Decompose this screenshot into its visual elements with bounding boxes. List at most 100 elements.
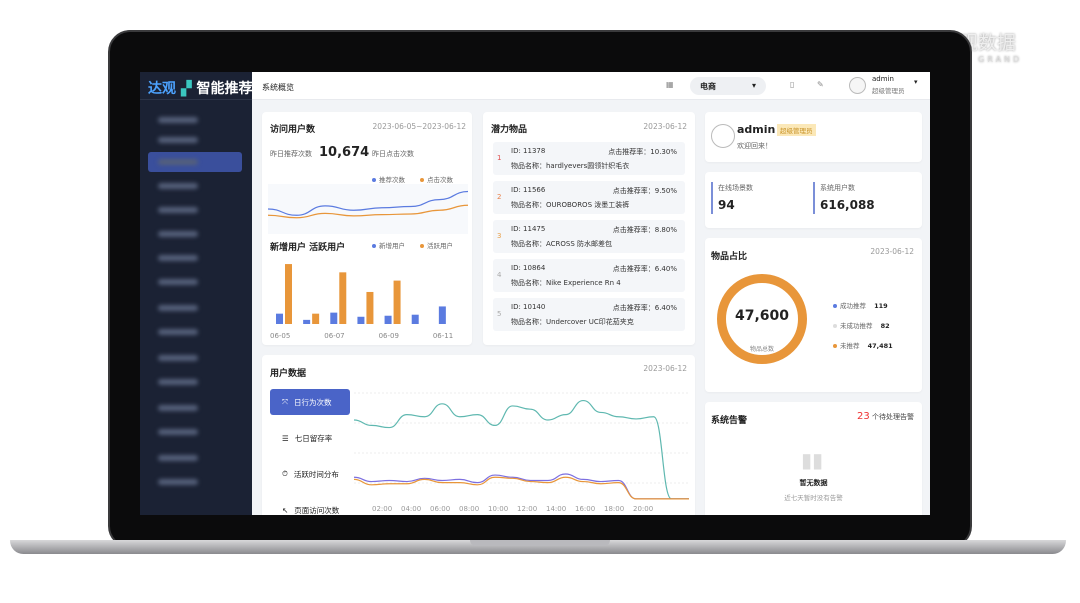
avatar[interactable] <box>849 77 866 94</box>
bar-active-06-09 <box>393 280 401 324</box>
bar-new-06-06 <box>303 319 311 324</box>
x-tick-label: 16:00 <box>575 505 595 513</box>
tab-4[interactable]: ↖ 页面访问次数 <box>282 505 340 515</box>
sidebar-item[interactable] <box>148 448 242 468</box>
users-title: 新增用户 活跃用户 <box>270 243 346 253</box>
potential-item[interactable]: 2 ID: 11566 点击推荐率：9.50% 物品名称：OUROBOROS 泼… <box>493 181 685 214</box>
empty-data-icon: ▮▮ <box>801 448 824 472</box>
sidebar-item[interactable] <box>148 348 242 368</box>
potential-item[interactable]: 5 ID: 10140 点击推荐率：6.40% 物品名称：Undercover … <box>493 298 685 331</box>
ratio-legend-item: 未推荐 47,481 <box>833 340 893 350</box>
sidebar-item[interactable] <box>148 130 242 150</box>
series-line-1 <box>354 399 689 500</box>
tab-3[interactable]: ⏱ 活跃时间分布 <box>282 469 339 479</box>
item-rate: 点击推荐率：10.30% <box>608 148 677 156</box>
rec-label: 昨日推荐次数 <box>270 150 312 158</box>
bar-active-06-06 <box>312 313 320 324</box>
sidebar-item[interactable] <box>148 200 242 220</box>
item-name: 物品名称：hardlyevers圆领针织毛衣 <box>511 162 630 170</box>
bar-new-06-05 <box>276 313 283 324</box>
rank: 3 <box>497 232 502 240</box>
profile-name: admin <box>737 123 776 136</box>
item-rate: 点击推荐率：6.40% <box>612 265 677 273</box>
potential-item[interactable]: 1 ID: 11378 点击推荐率：10.30% 物品名称：hardlyever… <box>493 142 685 175</box>
click-label: 昨日点击次数 <box>372 150 414 158</box>
rank: 2 <box>497 193 502 201</box>
alert-count[interactable]: 23 个待处理告警 <box>857 411 914 422</box>
laptop-notch <box>470 540 610 546</box>
item-id: ID: 10140 <box>511 303 546 311</box>
date: 2023-06-12 <box>870 247 914 256</box>
sidebar-item[interactable] <box>148 472 242 492</box>
sidebar-item[interactable] <box>148 422 242 442</box>
behavior-icon: ⤧ <box>282 397 288 406</box>
x-tick-label: 06:00 <box>430 505 450 513</box>
rec-value: 10,674 <box>319 145 370 160</box>
x-tick-label: 14:00 <box>546 505 566 513</box>
item-name: 物品名称：Nike Experience Rn 4 <box>511 279 621 287</box>
x-tick-label: 10:00 <box>488 505 508 513</box>
item-rate: 点击推荐率：6.40% <box>612 304 677 312</box>
grid-icon[interactable]: ▦ <box>666 80 674 89</box>
series-line-3 <box>354 476 689 500</box>
avatar <box>711 124 735 148</box>
legend-new: 新增用户 <box>372 240 405 250</box>
sidebar-item[interactable] <box>148 372 242 392</box>
x-tick-label: 04:00 <box>401 505 421 513</box>
donut-chart <box>717 274 807 364</box>
bar-active-06-05 <box>285 264 292 324</box>
bar-active-06-07 <box>339 272 347 324</box>
potential-items-card: 潜力物品 2023-06-12 1 ID: 11378 点击推荐率：10.30%… <box>483 112 695 345</box>
sidebar-item <box>148 322 242 342</box>
item-rate: 点击推荐率：8.80% <box>612 226 677 234</box>
sidebar-item[interactable] <box>148 272 242 292</box>
scene-select[interactable]: 电商 ▾ <box>690 77 766 95</box>
visits-line-chart <box>268 184 468 234</box>
tab-1[interactable]: ⤧ 日行为次数 <box>270 389 350 415</box>
timer-icon: ⏱ <box>282 469 288 478</box>
bar-new-06-08 <box>357 316 365 324</box>
x-tick-label: 06-05 <box>270 332 290 340</box>
tab-2[interactable]: ☰ 七日留存率 <box>282 433 333 443</box>
potential-item[interactable]: 3 ID: 11475 点击推荐率：8.80% 物品名称：ACROSS 防水邮差… <box>493 220 685 253</box>
welcome-text: 欢迎回来！ <box>737 142 772 150</box>
pen-icon[interactable]: ✎ <box>817 80 824 89</box>
users-value: 616,088 <box>820 198 875 212</box>
online-label: 在线场景数 <box>718 184 753 192</box>
users-bar-chart: 06-05 06-07 06-09 06-11 <box>270 264 453 340</box>
ratio-legend-item: 未成功推荐 82 <box>833 320 890 330</box>
sidebar-item[interactable] <box>148 248 242 268</box>
legend-rec: 推荐次数 <box>372 174 405 184</box>
empty-subtext: 近七天暂时没有告警 <box>784 494 843 502</box>
date: 2023-06-12 <box>643 364 687 373</box>
series-line-2 <box>354 473 689 500</box>
card-title: 访问用户数 <box>270 125 316 135</box>
sidebar-item[interactable] <box>148 224 242 244</box>
item-id: ID: 10864 <box>511 264 546 272</box>
retention-icon: ☰ <box>282 433 289 443</box>
card-title: 用户数据 <box>270 369 307 379</box>
document-icon[interactable]: ▯ <box>790 80 795 89</box>
bar-new-06-11 <box>438 306 446 324</box>
item-name: 物品名称：OUROBOROS 泼墨工装裤 <box>511 201 630 209</box>
profile-card: admin 超级管理员 欢迎回来！ <box>705 112 922 162</box>
date-range: 2023-06-05~2023-06-12 <box>372 122 466 131</box>
bar-new-06-10 <box>411 314 419 324</box>
bar-new-06-09 <box>384 315 392 324</box>
rank: 4 <box>497 271 502 279</box>
sidebar-item[interactable] <box>148 298 242 318</box>
sidebar-item[interactable] <box>148 176 242 196</box>
laptop-base <box>10 540 1066 554</box>
sidebar-item[interactable] <box>148 152 242 172</box>
user-name[interactable]: admin <box>872 75 894 83</box>
item-rate: 点击推荐率：9.50% <box>612 187 677 195</box>
potential-item[interactable]: 4 ID: 10864 点击推荐率：6.40% 物品名称：Nike Experi… <box>493 259 685 292</box>
chevron-down-icon[interactable]: ▾ <box>914 78 918 86</box>
alerts-card: 系统告警 23 个待处理告警 ▮▮ 暂无数据 近七天暂时没有告警 <box>705 402 922 515</box>
item-name: 物品名称：ACROSS 防水邮差包 <box>511 240 613 248</box>
total-label: 物品总数 <box>749 346 774 353</box>
rank: 1 <box>497 154 502 162</box>
card-title: 潜力物品 <box>491 125 528 135</box>
item-id: ID: 11475 <box>511 225 546 233</box>
sidebar-item[interactable] <box>148 398 242 418</box>
